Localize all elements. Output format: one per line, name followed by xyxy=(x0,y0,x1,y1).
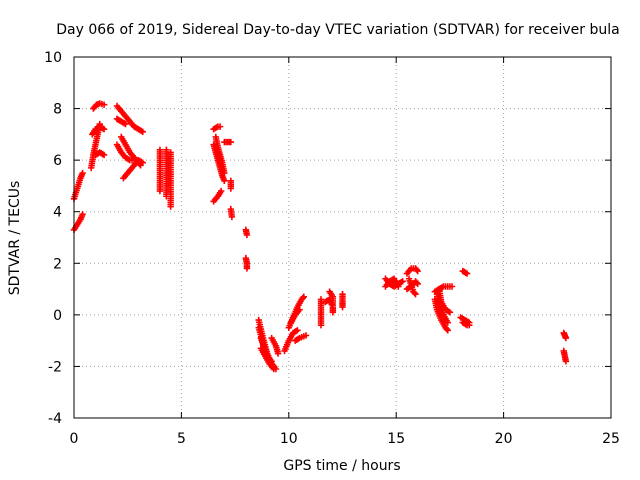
x-tick-label: 0 xyxy=(70,431,79,447)
data-point xyxy=(243,265,251,272)
data-point xyxy=(221,169,228,177)
data-point xyxy=(411,289,418,297)
x-tick-label: 15 xyxy=(387,431,405,447)
y-tick-label: -2 xyxy=(48,359,62,375)
y-tick-label: 8 xyxy=(53,102,62,118)
data-point xyxy=(156,187,164,195)
plot-frame xyxy=(73,56,612,419)
data-point xyxy=(137,162,144,169)
x-axis-label: GPS time / hours xyxy=(283,458,400,474)
y-tick-label: 4 xyxy=(53,205,62,221)
data-point xyxy=(562,334,570,342)
data-point xyxy=(294,327,301,334)
data-point xyxy=(562,358,570,365)
data-point xyxy=(243,231,251,239)
data-point xyxy=(100,151,108,159)
y-tick-label: -4 xyxy=(48,411,62,427)
data-point xyxy=(79,169,86,177)
data-point xyxy=(444,327,451,334)
data-point xyxy=(274,350,282,357)
y-tick-label: 10 xyxy=(44,50,62,66)
y-tick-label: 6 xyxy=(53,153,62,169)
data-point xyxy=(216,123,224,130)
data-point xyxy=(414,267,421,275)
x-tick-label: 20 xyxy=(495,431,513,447)
data-point xyxy=(227,138,235,146)
data-point xyxy=(414,280,421,288)
data-point xyxy=(122,120,129,128)
data-point xyxy=(296,306,303,313)
data-point xyxy=(399,278,406,285)
data-point xyxy=(133,159,140,166)
axis-ticks: 0 5 10 15 20 25 -4 -2 0 2 4 6 8 10 xyxy=(44,50,620,447)
data-point xyxy=(448,283,456,290)
data-point xyxy=(413,266,420,273)
data-point xyxy=(339,303,346,311)
data-point xyxy=(466,321,473,329)
data-point xyxy=(167,203,174,210)
data-point xyxy=(227,185,235,192)
data-point xyxy=(217,187,225,195)
x-tick-label: 5 xyxy=(177,431,186,447)
data-points xyxy=(70,100,570,373)
data-point xyxy=(300,293,308,301)
grid-lines xyxy=(74,57,611,418)
data-point xyxy=(302,332,310,339)
data-point xyxy=(228,213,236,221)
data-point xyxy=(395,283,402,290)
y-tick-label: 0 xyxy=(53,308,62,324)
data-point xyxy=(100,126,108,133)
data-point xyxy=(412,291,419,298)
data-point xyxy=(100,101,108,108)
x-tick-label: 25 xyxy=(602,431,620,447)
data-point xyxy=(329,309,337,316)
data-point xyxy=(221,177,228,184)
x-tick-label: 10 xyxy=(280,431,298,447)
y-axis-label: SDTVAR / TECUs xyxy=(7,181,23,296)
data-point xyxy=(139,128,146,135)
data-point xyxy=(79,211,86,218)
data-point xyxy=(463,270,471,277)
y-tick-label: 2 xyxy=(53,256,62,272)
data-point xyxy=(413,279,420,286)
chart-title: Day 066 of 2019, Sidereal Day-to-day VTE… xyxy=(56,22,619,38)
data-point xyxy=(443,325,450,333)
data-point xyxy=(446,309,454,316)
data-point xyxy=(444,319,451,326)
data-point xyxy=(270,365,277,373)
data-point xyxy=(299,294,306,302)
data-point xyxy=(317,321,325,329)
